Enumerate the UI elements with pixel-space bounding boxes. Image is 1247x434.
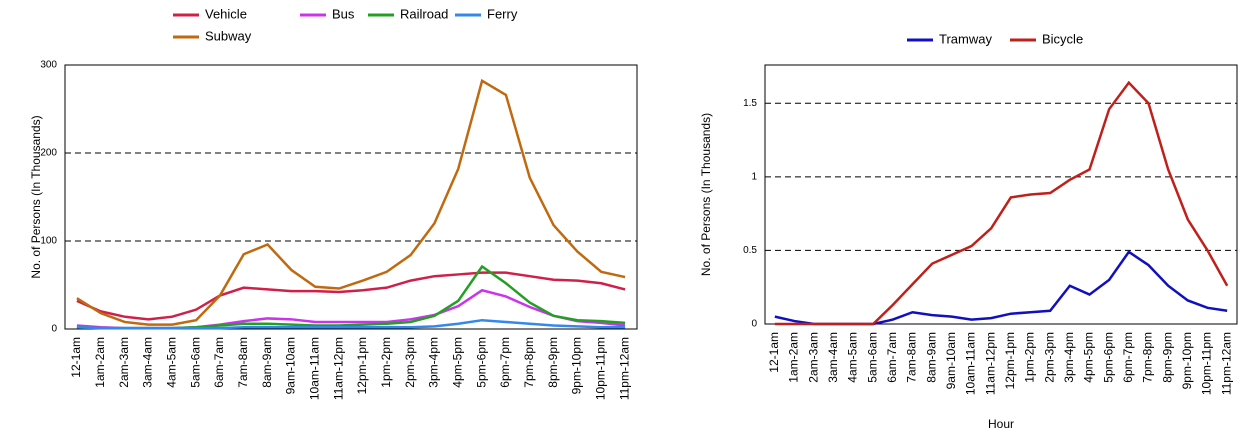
- x-tick-label: 4pm-5pm: [1082, 332, 1096, 383]
- x-tick-label: 1pm-2pm: [379, 337, 393, 388]
- x-tick-label: 8pm-9pm: [546, 337, 560, 388]
- x-tick-label: 3pm-4pm: [1062, 332, 1076, 383]
- y-axis-label: No. of Persons (In Thousands): [699, 113, 713, 276]
- x-tick-label: 11pm-12am: [617, 337, 631, 400]
- x-tick-label: 8pm-9pm: [1160, 332, 1174, 383]
- legend-label: Railroad: [400, 6, 448, 21]
- legend-label: Subway: [205, 28, 252, 43]
- x-tick-label: 4am-5am: [846, 332, 860, 383]
- y-tick-label: 0.5: [743, 245, 757, 256]
- y-tick-label: 0: [751, 319, 757, 330]
- x-tick-label: 6pm-7pm: [1121, 332, 1135, 383]
- plot-frame: [64, 64, 638, 330]
- x-tick-label: 2am-3am: [117, 337, 131, 388]
- x-tick-label: 9pm-10pm: [570, 337, 584, 394]
- x-tick-label: 8am-9am: [260, 337, 274, 388]
- x-tick-label: 5pm-6pm: [474, 337, 488, 388]
- x-tick-label: 12pm-1pm: [355, 337, 369, 394]
- legend-label: Tramway: [939, 31, 992, 46]
- plot-frame: [764, 64, 1238, 325]
- x-tick-label: 11am-12pm: [983, 332, 997, 395]
- x-tick-label: 4pm-5pm: [450, 337, 464, 388]
- x-tick-label: 6pm-7pm: [498, 337, 512, 388]
- y-tick-label: 100: [40, 236, 57, 247]
- x-tick-label: 10pm-11pm: [593, 337, 607, 400]
- x-tick-label: 12-1am: [69, 337, 83, 378]
- x-tick-label: 5am-6am: [865, 332, 879, 383]
- x-tick-label: 3am-4am: [826, 332, 840, 383]
- x-tick-label: 10am-11am: [964, 332, 978, 395]
- x-axis-label: Hour: [988, 417, 1014, 431]
- x-tick-label: 3pm-4pm: [427, 337, 441, 388]
- x-tick-label: 7pm-8pm: [1141, 332, 1155, 383]
- x-tick-label: 7am-8am: [236, 337, 250, 388]
- x-tick-label: 6am-7am: [212, 337, 226, 388]
- y-axis-label: No. of Persons (In Thousands): [29, 115, 43, 278]
- series-line: [774, 80, 1229, 326]
- y-tick-label: 0: [51, 324, 57, 335]
- x-tick-label: 2pm-3pm: [403, 337, 417, 388]
- x-tick-label: 4am-5am: [164, 337, 178, 388]
- x-tick-label: 8am-9am: [924, 332, 938, 383]
- x-tick-label: 9pm-10pm: [1180, 332, 1194, 389]
- x-tick-label: 5pm-6pm: [1101, 332, 1115, 383]
- x-tick-label: 11pm-12am: [1219, 332, 1233, 395]
- x-tick-label: 12pm-1pm: [1003, 332, 1017, 389]
- x-tick-label: 7am-8am: [905, 332, 919, 383]
- legend-label: Bus: [332, 6, 355, 21]
- x-tick-label: 10am-11am: [307, 337, 321, 400]
- series-line: [76, 271, 626, 321]
- legend-label: Vehicle: [205, 6, 247, 21]
- y-tick-label: 200: [40, 148, 57, 159]
- x-tick-label: 12-1am: [767, 332, 781, 373]
- x-tick-label: 10pm-11pm: [1200, 332, 1214, 395]
- x-tick-label: 1am-2am: [93, 337, 107, 388]
- x-tick-label: 2pm-3pm: [1042, 332, 1056, 383]
- x-tick-label: 1pm-2pm: [1023, 332, 1037, 383]
- x-tick-label: 9am-10am: [944, 332, 958, 389]
- x-tick-label: 1am-2am: [787, 332, 801, 383]
- y-tick-label: 300: [40, 60, 57, 71]
- x-tick-label: 9am-10am: [284, 337, 298, 394]
- y-tick-label: 1: [751, 171, 757, 182]
- series-line: [774, 250, 1228, 326]
- y-tick-label: 1.5: [743, 98, 757, 109]
- legend-label: Bicycle: [1042, 31, 1083, 46]
- x-tick-label: 5am-6am: [188, 337, 202, 388]
- series-line: [76, 318, 626, 330]
- x-tick-label: 7pm-8pm: [522, 337, 536, 388]
- legend-label: Ferry: [487, 6, 518, 21]
- x-tick-label: 2am-3am: [806, 332, 820, 383]
- x-tick-label: 6am-7am: [885, 332, 899, 383]
- x-tick-label: 3am-4am: [141, 337, 155, 388]
- series-line: [76, 78, 626, 326]
- x-tick-label: 11am-12pm: [331, 337, 345, 400]
